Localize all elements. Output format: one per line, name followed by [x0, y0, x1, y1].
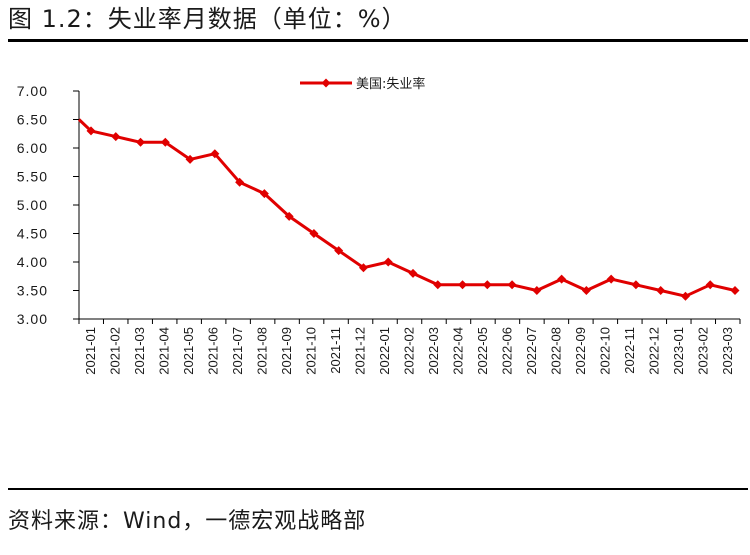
- data-point: [705, 280, 715, 290]
- series-line: [77, 118, 736, 298]
- series-unemployment: [77, 118, 740, 301]
- data-point: [656, 286, 666, 295]
- y-tick-label: 6.50: [17, 112, 48, 128]
- x-tick-label: 2022-06: [499, 327, 514, 375]
- x-tick-label: 2022-05: [475, 327, 490, 375]
- x-tick-label: 2022-01: [377, 327, 392, 375]
- bottom-rule: [8, 488, 748, 490]
- data-point: [334, 246, 344, 256]
- x-axis: 2021-01 2021-02 2021-03 2021-04 2021-05 2021-…: [78, 318, 741, 375]
- data-point: [433, 280, 443, 290]
- data-point: [482, 280, 492, 290]
- data-point: [581, 286, 591, 295]
- x-tick-label: 2021-04: [157, 327, 172, 375]
- data-point: [259, 189, 269, 199]
- data-point: [408, 268, 418, 278]
- legend: 美国:失业率: [300, 76, 425, 92]
- x-tick-label: 2021-02: [108, 327, 123, 375]
- figure-title: 图 1.2：失业率月数据（单位：%）: [8, 5, 407, 33]
- x-tick-label: 2022-04: [450, 327, 465, 375]
- data-point: [111, 132, 121, 142]
- data-point: [730, 286, 740, 295]
- y-tick-label: 5.00: [17, 197, 48, 213]
- x-tick-label: 2021-05: [181, 327, 196, 375]
- x-tick-label: 2021-09: [279, 327, 294, 375]
- data-point: [557, 274, 567, 284]
- x-tick-label: 2022-11: [622, 327, 637, 374]
- y-tick-label: 5.50: [17, 169, 48, 185]
- y-axis: 7.00 6.50 6.00 5.50 5.00 4.50 4.00 3.50 3.00: [17, 83, 80, 327]
- y-tick-label: 6.00: [17, 140, 48, 156]
- data-point: [458, 280, 468, 290]
- data-point: [358, 263, 368, 273]
- x-tick-label: 2023-03: [720, 327, 735, 375]
- y-tick-label: 4.00: [17, 254, 48, 270]
- x-tick-label: 2022-09: [573, 327, 588, 375]
- y-tick-label: 7.00: [17, 83, 48, 99]
- data-point: [383, 257, 393, 267]
- data-point: [210, 149, 220, 159]
- x-tick-label: 2023-01: [671, 327, 686, 375]
- x-tick-label: 2023-02: [695, 327, 710, 375]
- legend-marker: [321, 78, 331, 88]
- legend-label: 美国:失业率: [356, 76, 425, 92]
- data-point: [235, 177, 245, 187]
- line-chart: 7.00 6.50 6.00 5.50 5.00 4.50 4.00 3.50 3.00 202…: [17, 76, 741, 375]
- x-tick-label: 2021-08: [255, 327, 270, 375]
- data-point: [136, 137, 146, 147]
- data-point: [160, 137, 170, 147]
- x-tick-label: 2022-10: [597, 327, 612, 375]
- data-point: [532, 286, 542, 295]
- y-tick-label: 3.50: [17, 283, 48, 299]
- data-point: [185, 154, 195, 164]
- x-tick-label: 2022-03: [426, 327, 441, 375]
- x-tick-label: 2021-11: [328, 327, 343, 374]
- data-point: [284, 211, 294, 221]
- y-tick-label: 3.00: [17, 311, 48, 327]
- data-point: [680, 291, 690, 301]
- data-point: [507, 280, 517, 290]
- x-tick-label: 2022-02: [402, 327, 417, 375]
- x-tick-label: 2022-12: [646, 327, 661, 375]
- x-tick-label: 2021-06: [206, 327, 221, 375]
- x-tick-label: 2021-07: [230, 327, 245, 375]
- x-tick-label: 2022-07: [524, 327, 539, 375]
- y-tick-label: 4.50: [17, 226, 48, 242]
- x-tick-label: 2022-08: [548, 327, 563, 375]
- x-tick-label: 2021-03: [132, 327, 147, 375]
- data-point: [606, 274, 616, 284]
- data-point: [309, 229, 319, 238]
- x-tick-label: 2021-12: [353, 327, 368, 375]
- x-tick-label: 2021-10: [304, 327, 319, 375]
- source-note: 资料来源：Wind，一德宏观战略部: [8, 509, 367, 534]
- data-point: [631, 280, 641, 290]
- top-rule: [8, 39, 748, 42]
- x-tick-label: 2021-01: [83, 327, 98, 375]
